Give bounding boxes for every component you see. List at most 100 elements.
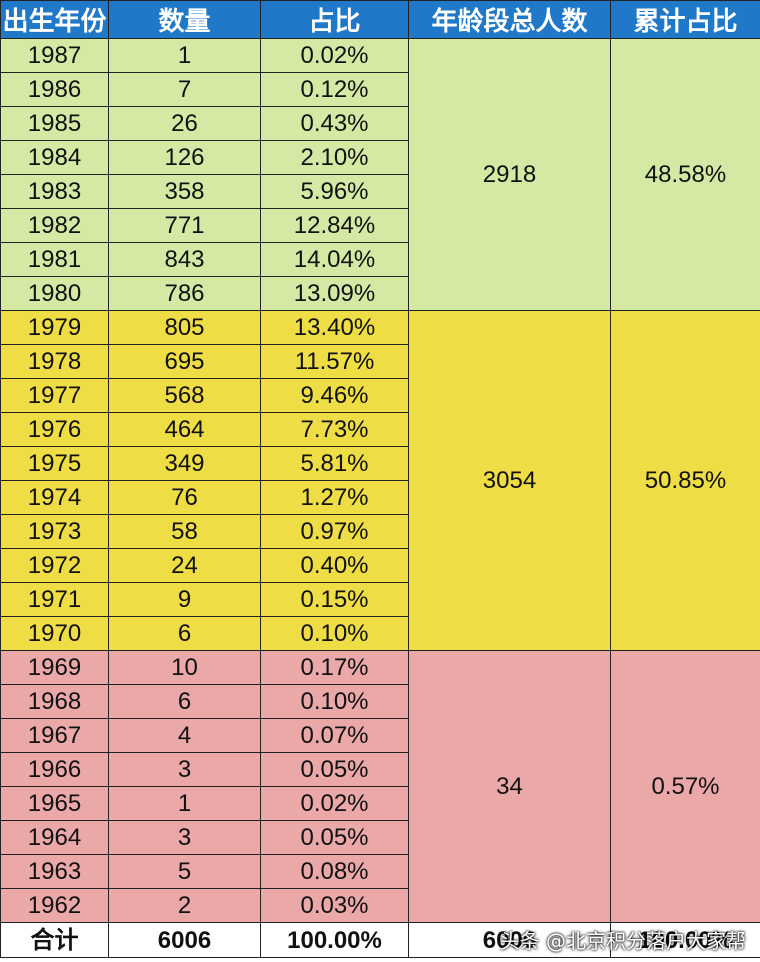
cell-percentage: 0.43% [260, 106, 409, 141]
cell-birth-year: 1981 [0, 242, 109, 277]
cell-group-total: 3054 [408, 310, 611, 651]
cell-birth-year: 1962 [0, 888, 109, 923]
cell-birth-year: 1978 [0, 344, 109, 379]
cell-group-total: 2918 [408, 38, 611, 311]
table-row: 1969 10 0.17% 34 0.57% [0, 650, 760, 923]
cell-birth-year: 1971 [0, 582, 109, 617]
cell-birth-year: 1979 [0, 310, 109, 345]
total-row: 合计 6006 100.00% 6006 100.00% [0, 922, 760, 958]
cell-birth-year: 1985 [0, 106, 109, 141]
table-row: 1970 6 0.10% [0, 616, 760, 651]
table-row: 1983 358 5.96% [0, 174, 760, 209]
cell-percentage: 7.73% [260, 412, 409, 447]
cell-count: 3 [108, 820, 261, 855]
cell-birth-year: 1982 [0, 208, 109, 243]
cell-percentage: 13.09% [260, 276, 409, 311]
cell-birth-year: 1984 [0, 140, 109, 175]
total-cumulative: 100.00% [610, 922, 760, 958]
cell-birth-year: 1970 [0, 616, 109, 651]
cell-percentage: 0.08% [260, 854, 409, 889]
cell-count: 24 [108, 548, 261, 583]
cell-birth-year: 1966 [0, 752, 109, 787]
cell-count: 6 [108, 616, 261, 651]
cell-percentage: 11.57% [260, 344, 409, 379]
cell-count: 3 [108, 752, 261, 787]
table-row: 1980 786 13.09% [0, 276, 760, 311]
cell-count: 1 [108, 786, 261, 821]
cell-birth-year: 1987 [0, 38, 109, 73]
cell-percentage: 0.07% [260, 718, 409, 753]
table-row: 1981 843 14.04% [0, 242, 760, 277]
table-row: 1972 24 0.40% [0, 548, 760, 583]
table-row: 1984 126 2.10% [0, 140, 760, 175]
cell-birth-year: 1968 [0, 684, 109, 719]
watermark: 头条 @北京积分落户大家帮 [499, 929, 746, 953]
cell-count: 695 [108, 344, 261, 379]
table-row: 1962 2 0.03% [0, 888, 760, 923]
header-group-total: 年龄段总人数 [408, 0, 611, 39]
total-count: 6006 [108, 922, 261, 958]
cell-percentage: 13.40% [260, 310, 409, 345]
cell-birth-year: 1967 [0, 718, 109, 753]
table-row: 1963 5 0.08% [0, 854, 760, 889]
cell-birth-year: 1975 [0, 446, 109, 481]
cell-birth-year: 1963 [0, 854, 109, 889]
cell-birth-year: 1974 [0, 480, 109, 515]
cell-birth-year: 1977 [0, 378, 109, 413]
table-row: 1982 771 12.84% [0, 208, 760, 243]
table-row: 1964 3 0.05% [0, 820, 760, 855]
cell-percentage: 0.15% [260, 582, 409, 617]
total-label: 合计 [0, 922, 109, 958]
table-row: 1979 805 13.40% 3054 50.85% [0, 310, 760, 651]
cell-percentage: 14.04% [260, 242, 409, 277]
table-body: 1987 1 0.02% 2918 48.58% 1986 7 0.12% 1985 26 0.43… [0, 38, 760, 923]
cell-percentage: 12.84% [260, 208, 409, 243]
cell-birth-year: 1965 [0, 786, 109, 821]
cell-count: 26 [108, 106, 261, 141]
header-cumulative-percentage: 累计占比 [610, 0, 760, 39]
cell-count: 358 [108, 174, 261, 209]
cell-count: 2 [108, 888, 261, 923]
cell-count: 805 [108, 310, 261, 345]
table-row: 1976 464 7.73% [0, 412, 760, 447]
cell-birth-year: 1972 [0, 548, 109, 583]
cell-percentage: 0.03% [260, 888, 409, 923]
cell-count: 76 [108, 480, 261, 515]
cell-percentage: 0.10% [260, 616, 409, 651]
cell-count: 58 [108, 514, 261, 549]
cell-count: 6 [108, 684, 261, 719]
cell-percentage: 5.81% [260, 446, 409, 481]
cell-percentage: 0.05% [260, 752, 409, 787]
cell-count: 126 [108, 140, 261, 175]
cell-cumulative-percentage: 48.58% [610, 38, 760, 311]
cell-birth-year: 1964 [0, 820, 109, 855]
cell-birth-year: 1976 [0, 412, 109, 447]
table-row: 1985 26 0.43% [0, 106, 760, 141]
cell-count: 464 [108, 412, 261, 447]
cell-percentage: 9.46% [260, 378, 409, 413]
table-row: 1977 568 9.46% [0, 378, 760, 413]
cell-count: 843 [108, 242, 261, 277]
cell-birth-year: 1983 [0, 174, 109, 209]
cell-birth-year: 1986 [0, 72, 109, 107]
table-row: 1965 1 0.02% [0, 786, 760, 821]
cell-percentage: 0.17% [260, 650, 409, 685]
table-row: 1971 9 0.15% [0, 582, 760, 617]
table-row: 1975 349 5.81% [0, 446, 760, 481]
total-percentage: 100.00% [260, 922, 409, 958]
cell-count: 4 [108, 718, 261, 753]
table-row: 1987 1 0.02% 2918 48.58% [0, 38, 760, 311]
cell-percentage: 0.05% [260, 820, 409, 855]
cell-group-total: 34 [408, 650, 611, 923]
cell-cumulative-percentage: 0.57% [610, 650, 760, 923]
header-birth-year: 出生年份 [0, 0, 109, 39]
cell-count: 349 [108, 446, 261, 481]
cell-percentage: 0.02% [260, 786, 409, 821]
table-row: 1967 4 0.07% [0, 718, 760, 753]
cell-count: 568 [108, 378, 261, 413]
total-group-total: 6006 [408, 922, 611, 958]
cell-count: 786 [108, 276, 261, 311]
cell-birth-year: 1969 [0, 650, 109, 685]
cell-count: 1 [108, 38, 261, 73]
